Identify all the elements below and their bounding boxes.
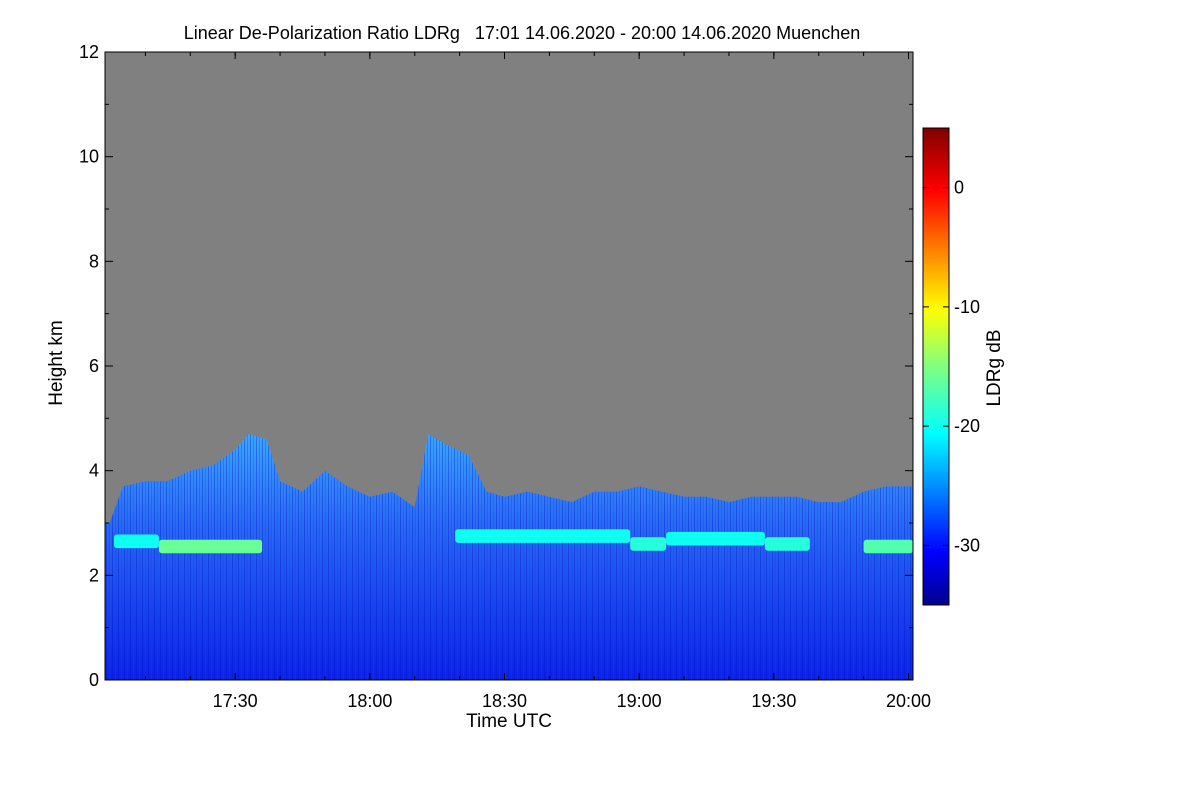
melting-layer-bands bbox=[114, 529, 913, 554]
x-tick-label: 19:00 bbox=[617, 691, 662, 711]
x-tick-label: 20:00 bbox=[886, 691, 931, 711]
y-axis: 0 2 4 6 8 10 12 bbox=[79, 42, 913, 690]
colorbar-tick-label: -30 bbox=[954, 535, 980, 555]
melting-layer-band bbox=[455, 529, 631, 543]
y-tick-label: 12 bbox=[79, 42, 99, 62]
melting-layer-band bbox=[630, 537, 667, 551]
heatmap-plot-area bbox=[105, 52, 913, 680]
colorbar-tick-label: -20 bbox=[954, 416, 980, 436]
x-tick-label: 19:30 bbox=[751, 691, 796, 711]
x-axis-label: Time UTC bbox=[466, 711, 552, 732]
colorbar-gradient bbox=[922, 127, 950, 606]
y-axis-label: Height km bbox=[46, 320, 67, 406]
colorbar: 0 -10 -20 -30 LDRg dB bbox=[922, 127, 1005, 606]
x-tick-label: 18:30 bbox=[482, 691, 527, 711]
cloud-fall-streaks bbox=[105, 434, 913, 680]
melting-layer-band bbox=[764, 537, 810, 551]
colorbar-ticks: 0 -10 -20 -30 bbox=[923, 178, 980, 555]
x-axis: 17:30 18:00 18:30 19:00 19:30 20:00 bbox=[144, 52, 931, 711]
colorbar-label: LDRg dB bbox=[984, 329, 1005, 406]
colorbar-tick-label: -10 bbox=[954, 297, 980, 317]
x-tick-label: 18:00 bbox=[347, 691, 392, 711]
colorbar-tick-label: 0 bbox=[954, 178, 964, 198]
melting-layer-band bbox=[114, 534, 159, 549]
melting-layer-band bbox=[158, 539, 263, 554]
y-tick-label: 2 bbox=[89, 565, 99, 585]
chart-title: Linear De-Polarization Ratio LDRg 17:01 … bbox=[184, 23, 860, 43]
y-tick-label: 6 bbox=[89, 356, 99, 376]
y-tick-label: 10 bbox=[79, 147, 99, 167]
x-tick-label: 17:30 bbox=[213, 691, 258, 711]
y-tick-label: 4 bbox=[89, 461, 99, 481]
y-tick-label: 8 bbox=[89, 251, 99, 271]
melting-layer-band bbox=[666, 531, 765, 546]
y-tick-label: 0 bbox=[89, 670, 99, 690]
melting-layer-band bbox=[863, 539, 913, 554]
